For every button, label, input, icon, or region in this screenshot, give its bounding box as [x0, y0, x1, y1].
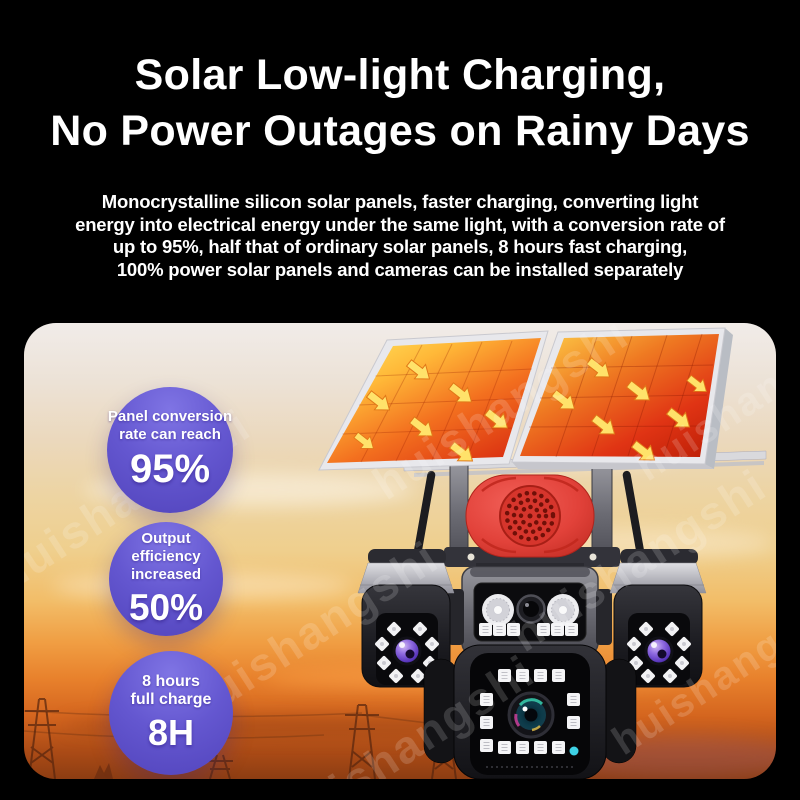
main-camera-lens-icon — [507, 691, 555, 739]
badge-value: 8H — [147, 711, 195, 753]
solar-panel-right-icon — [511, 327, 733, 469]
product-photo: huishangshi huishangshi huishangshi huis… — [24, 323, 776, 779]
antenna-left-icon — [410, 470, 436, 574]
badge-label-line: Panel conversion — [107, 408, 233, 425]
status-led-cyan — [569, 746, 579, 756]
badge-label-line: full charge — [130, 690, 212, 708]
side-camera-right — [609, 549, 707, 688]
solar-panel-left-icon — [318, 330, 549, 471]
description-line: up to 95%, half that of ordinary solar p… — [112, 236, 688, 257]
product-illustration — [24, 327, 767, 779]
side-camera-lens-icon — [392, 636, 422, 666]
siren-speaker-icon — [444, 474, 620, 567]
camera-head-unit — [448, 563, 612, 675]
stat-badge-conversion-rate: Panel conversion rate can reach 95% — [107, 387, 233, 513]
badge-label-line: increased — [130, 565, 202, 583]
headline-line-2: No Power Outages on Rainy Days — [50, 107, 750, 155]
headline-line-1: Solar Low-light Charging, — [134, 51, 666, 99]
description-text: Monocrystalline silicon solar panels, fa… — [0, 191, 800, 281]
center-camera-lens-icon — [516, 594, 546, 624]
badge-value: 95% — [129, 447, 211, 491]
badge-label-line: Output efficiency — [131, 529, 201, 565]
ir-illuminator-left-icon — [482, 594, 514, 626]
power-lines — [24, 710, 445, 739]
page-title: Solar Low-light Charging, No Power Outag… — [0, 47, 800, 159]
side-camera-lens-icon — [644, 636, 674, 666]
stat-badge-full-charge: 8 hours full charge 8H — [109, 651, 233, 775]
badge-label-line: 8 hours — [142, 672, 200, 690]
description-line: 100% power solar panels and cameras can … — [116, 258, 684, 280]
description-line: energy into electrical energy under the … — [75, 213, 725, 235]
power-pylon-silhouettes — [25, 698, 460, 779]
ir-illuminator-right-icon — [547, 594, 579, 626]
stat-badge-output-efficiency: Output efficiency increased 50% — [109, 522, 223, 636]
description-line: Monocrystalline silicon solar panels, fa… — [101, 191, 699, 212]
badge-value: 50% — [128, 586, 204, 628]
main-camera-unit — [423, 644, 637, 779]
badge-label-line: rate can reach — [119, 426, 221, 443]
antenna-right-icon — [622, 470, 648, 574]
side-camera-left — [357, 549, 455, 688]
